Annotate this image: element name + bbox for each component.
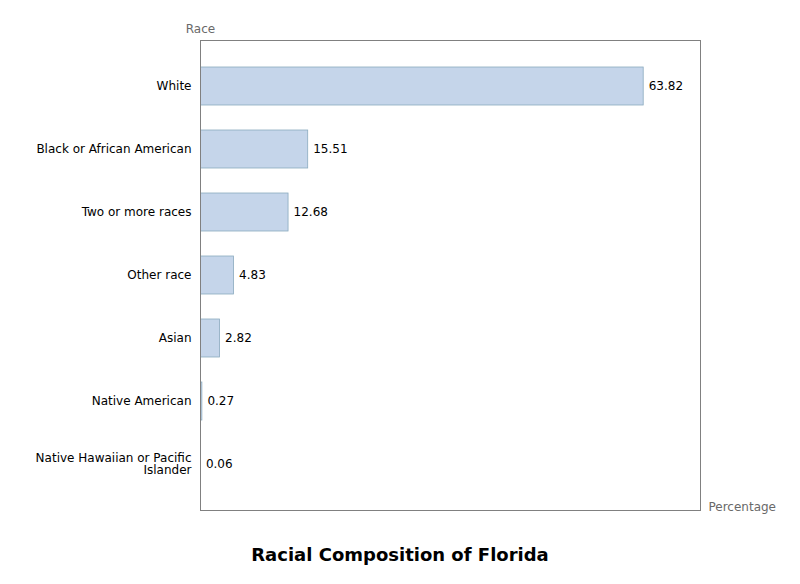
svg-text:2.82: 2.82 bbox=[225, 331, 252, 345]
svg-text:Asian: Asian bbox=[159, 331, 192, 345]
svg-text:Race: Race bbox=[186, 22, 215, 36]
svg-text:Native Hawaiian or PacificIsla: Native Hawaiian or PacificIslander bbox=[36, 451, 192, 477]
svg-text:0.06: 0.06 bbox=[206, 457, 233, 471]
html-text:Racial Composition of Florida: Racial Composition of Florida bbox=[251, 544, 549, 565]
svg-text:White: White bbox=[157, 79, 192, 93]
svg-text:63.82: 63.82 bbox=[649, 79, 683, 93]
svg-text:Black or African American: Black or African American bbox=[36, 142, 191, 156]
svg-text:0.27: 0.27 bbox=[207, 394, 234, 408]
svg-text:Percentage: Percentage bbox=[709, 500, 777, 514]
svg-text:15.51: 15.51 bbox=[313, 142, 347, 156]
svg-text:4.83: 4.83 bbox=[239, 268, 266, 282]
svg-text:Other race: Other race bbox=[127, 268, 191, 282]
svg-text:Two or more races: Two or more races bbox=[81, 205, 192, 219]
svg-text:Native American: Native American bbox=[92, 394, 192, 408]
svg-text:12.68: 12.68 bbox=[294, 205, 328, 219]
